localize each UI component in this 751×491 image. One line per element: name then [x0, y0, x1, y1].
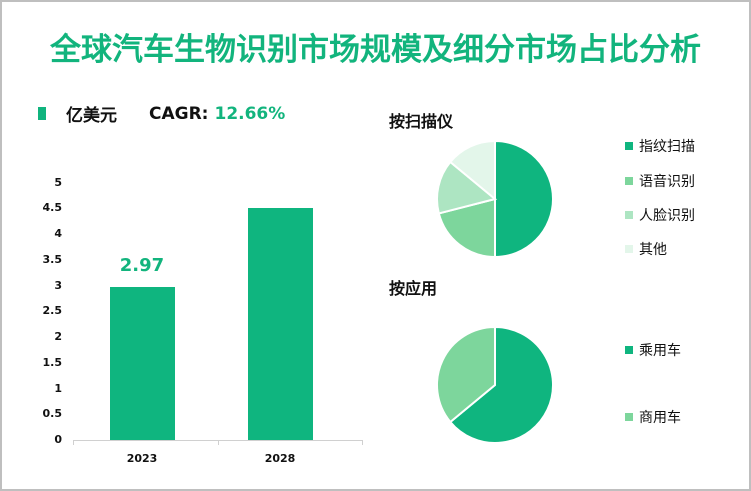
x-axis-tick [73, 440, 74, 445]
y-tick-label: 0 [54, 433, 62, 446]
cagr-label: CAGR: [149, 103, 209, 124]
y-tick-label: 2.5 [42, 304, 63, 318]
legend-label: 语音识别 [639, 174, 695, 190]
cagr-value: 12.66% [214, 103, 286, 124]
legend-label: 指纹扫描 [639, 139, 695, 155]
y-tick-label: 5 [54, 175, 62, 189]
y-tick-label: 4 [54, 227, 62, 240]
bar-2023 [109, 287, 175, 440]
pie-scanner-title: 按扫描仪 [389, 112, 454, 131]
legend-label: 乘用车 [639, 343, 681, 359]
pie-slice [448, 325, 554, 444]
bar-value-label: 2.97 [119, 255, 165, 277]
legend-label: 人脸识别 [639, 208, 695, 224]
y-tick-label: 1 [54, 381, 62, 395]
y-tick-label: 3 [54, 278, 62, 292]
legend-swatch [38, 107, 46, 120]
page-title: 全球汽车生物识别市场规模及细分市场占比分析 [50, 32, 701, 68]
pie-slice [436, 160, 498, 215]
legend-item: 语音识别 [625, 171, 695, 191]
y-tick-label: 0.5 [42, 407, 63, 421]
legend-item: 乘用车 [625, 340, 681, 360]
pie-slice [494, 139, 554, 259]
pie-application-title: 按应用 [389, 279, 438, 298]
legend-item: 指纹扫描 [625, 136, 695, 156]
legend-swatch [625, 346, 633, 354]
y-tick-label: 3.5 [42, 252, 63, 266]
legend-label: 商用车 [639, 410, 681, 426]
legend-swatch [625, 142, 633, 150]
y-tick-label: 4.5 [42, 201, 63, 215]
legend-swatch [625, 245, 633, 253]
x-axis-tick [362, 440, 363, 445]
pie-chart-application [436, 325, 554, 444]
legend-label: 其他 [639, 242, 667, 258]
legend-item: 商用车 [625, 407, 681, 427]
bar-legend: 亿美元 CAGR: 12.66% [38, 101, 285, 126]
legend-item: 其他 [625, 239, 667, 259]
pie-slice [437, 197, 496, 259]
pie-slice [448, 139, 496, 202]
legend-swatch [625, 177, 633, 185]
legend-swatch [625, 413, 633, 421]
x-tick-label: 2028 [264, 452, 296, 465]
bar-2028 [247, 208, 313, 440]
legend-item: 人脸识别 [625, 205, 695, 225]
pie-chart-scanner [436, 139, 554, 259]
legend-unit-label: 亿美元 [66, 106, 117, 126]
pie-slice [436, 325, 496, 424]
x-tick-label: 2023 [126, 452, 158, 465]
x-axis-tick [218, 440, 219, 445]
y-tick-label: 2 [54, 330, 62, 343]
y-tick-label: 1.5 [42, 355, 63, 369]
legend-swatch [625, 211, 633, 219]
